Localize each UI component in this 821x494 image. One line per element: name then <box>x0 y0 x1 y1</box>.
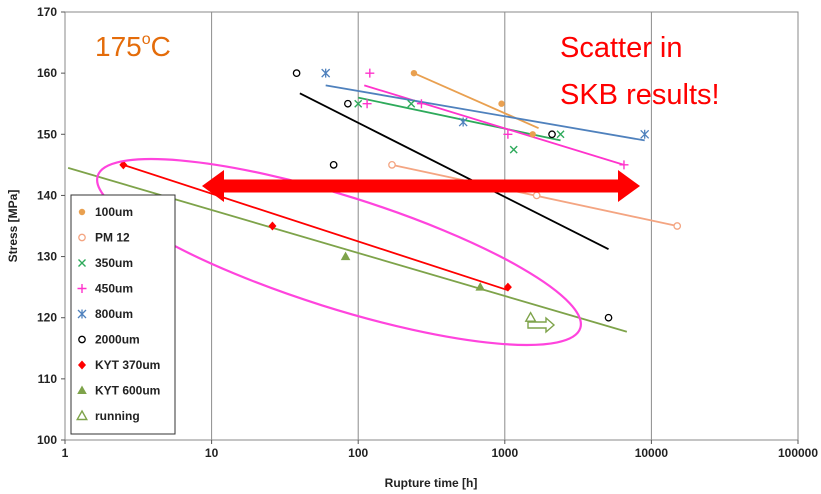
point-450um <box>365 68 375 78</box>
trend-line-kyt-370um <box>123 164 509 292</box>
legend-marker-800um <box>77 309 87 319</box>
trend-line-800um <box>325 84 645 142</box>
legend-marker-running <box>76 409 88 421</box>
x-tick-label: 100 <box>348 446 368 460</box>
temperature-label: 175oC <box>95 31 171 62</box>
legend-marker-2000um <box>78 335 86 344</box>
scatter-note-line1: Scatter in <box>560 32 683 64</box>
running-arrow <box>527 316 556 334</box>
point-800um <box>458 117 468 127</box>
highlight-ellipse <box>96 157 582 347</box>
x-tick-label: 1 <box>62 446 69 460</box>
point-pm-12 <box>673 222 682 230</box>
legend-label-100um: 100um <box>95 205 133 219</box>
x-axis-ticks: 1 10 100 1000 10000 100000 <box>62 440 818 460</box>
point-350um <box>556 130 565 139</box>
legend-label-800um: 800um <box>95 307 133 321</box>
point-800um <box>640 129 650 139</box>
grid <box>211 12 652 440</box>
point-2000um <box>604 313 613 322</box>
point-450um <box>619 160 629 170</box>
y-tick-label: 140 <box>37 188 57 202</box>
legend-marker-350um <box>78 259 86 267</box>
legend-marker-pm-12 <box>78 233 86 242</box>
legend-label-pm-12: PM 12 <box>95 231 130 245</box>
point-2000um <box>292 69 301 77</box>
data-points <box>119 68 682 322</box>
y-tick-label: 120 <box>37 311 57 325</box>
legend-label-kyt-370um: KYT 370um <box>95 358 160 372</box>
scatter-note-line2: SKB results! <box>560 79 720 111</box>
trend-line-2000um <box>299 92 609 251</box>
point-100um <box>529 131 536 138</box>
y-tick-label: 170 <box>37 5 57 19</box>
point-pm-12 <box>388 161 396 169</box>
point-350um <box>354 99 363 108</box>
point-350um <box>407 99 416 108</box>
point-kyt-600um <box>475 282 486 291</box>
y-tick-label: 150 <box>37 127 57 141</box>
x-tick-label: 10000 <box>635 446 669 460</box>
point-kyt-370um <box>268 221 277 231</box>
point-2000um <box>548 130 556 139</box>
point-2000um <box>329 161 338 169</box>
legend-marker-100um <box>78 208 86 216</box>
point-running <box>524 311 537 322</box>
point-350um <box>509 145 518 154</box>
point-450um <box>416 99 426 109</box>
point-100um <box>410 69 418 77</box>
legend-label-350um: 350um <box>95 256 133 270</box>
point-2000um <box>344 99 352 108</box>
y-tick-label: 160 <box>37 66 57 80</box>
legend-label-running: running <box>95 409 140 423</box>
y-axis-ticks: 100 110 120 130 140 150 160 170 <box>37 5 65 447</box>
point-pm-12 <box>532 191 541 200</box>
x-axis-label: Rupture time [h] <box>385 476 478 490</box>
y-tick-label: 110 <box>38 372 58 386</box>
scatter-range-arrow <box>202 170 640 202</box>
point-450um <box>362 99 372 109</box>
legend-label-2000um: 2000um <box>95 333 140 347</box>
legend-box <box>70 194 176 435</box>
legend-marker-450um <box>77 284 87 293</box>
legend: 100um PM 12 350um 450um 800um 2000um KYT 370um… <box>70 194 176 435</box>
legend-label-450um: 450um <box>95 282 133 296</box>
point-450um <box>503 129 513 139</box>
x-tick-label: 1000 <box>491 446 518 460</box>
y-tick-label: 130 <box>37 250 57 264</box>
y-tick-label: 100 <box>37 433 57 447</box>
legend-marker-kyt-370um <box>78 360 86 370</box>
point-kyt-370um <box>503 282 512 292</box>
legend-marker-kyt-600um <box>77 385 87 394</box>
point-800um <box>321 68 331 78</box>
legend-label-kyt-600um: KYT 600um <box>95 384 160 398</box>
x-tick-label: 100000 <box>778 446 818 460</box>
point-100um <box>498 100 505 107</box>
point-kyt-600um <box>340 251 351 261</box>
x-tick-label: 10 <box>205 446 219 460</box>
y-axis-label: Stress [MPa] <box>6 190 20 263</box>
